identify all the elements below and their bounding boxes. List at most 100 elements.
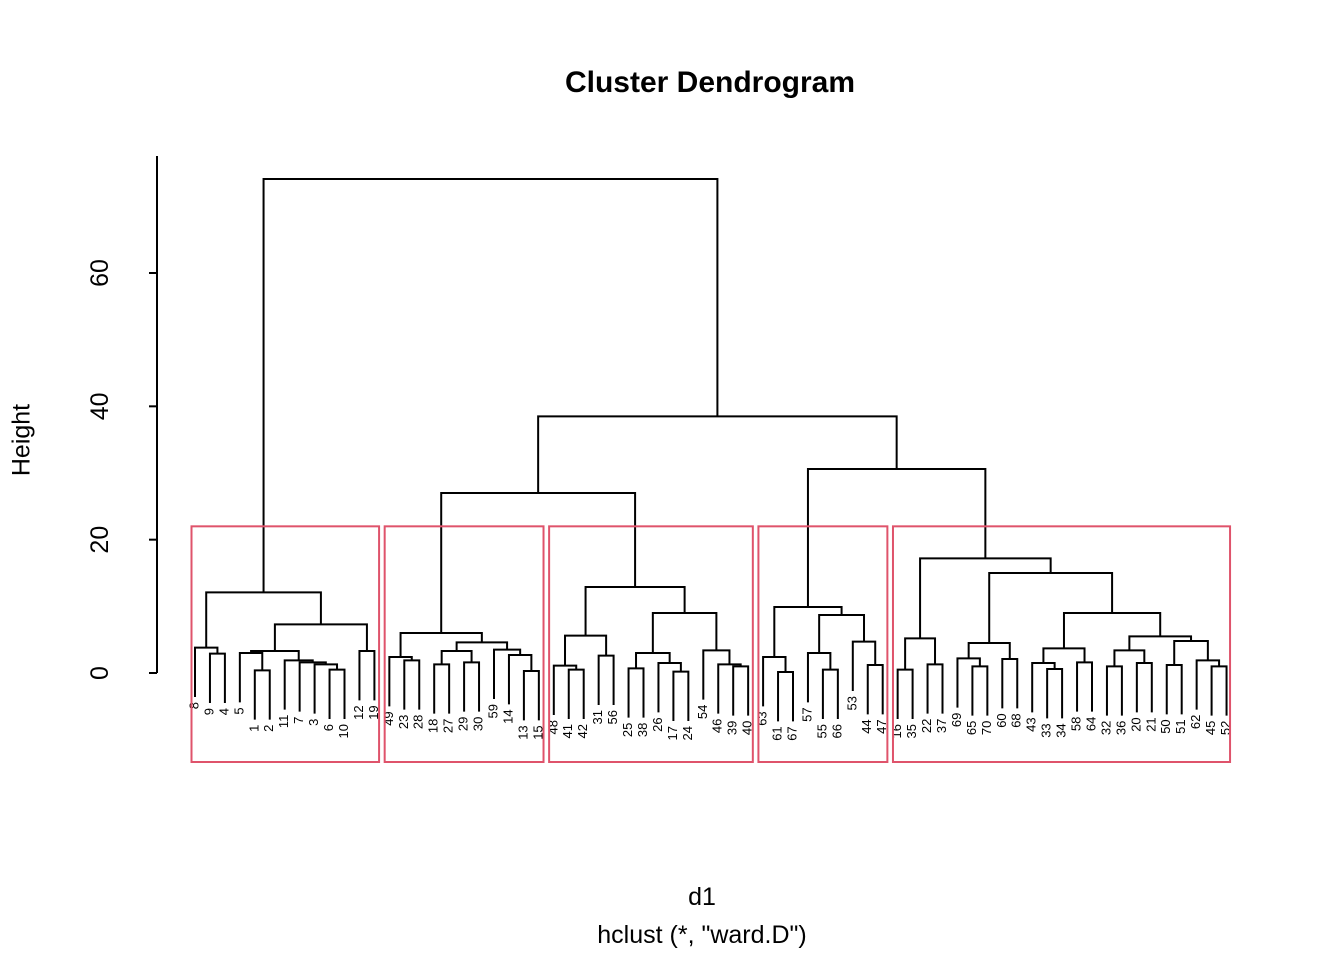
leaf-label: 44 xyxy=(859,719,874,733)
y-axis: 0 20 40 60 xyxy=(86,156,158,680)
leaf-label: 45 xyxy=(1203,721,1218,735)
branch xyxy=(896,668,914,719)
leaf-label: 8 xyxy=(187,702,202,709)
cluster-rect xyxy=(383,525,545,763)
leaf-label: 29 xyxy=(456,717,471,731)
leaf-label: 3 xyxy=(306,719,321,726)
leaf-label: 24 xyxy=(680,726,695,740)
branch xyxy=(702,649,731,700)
x-axis-caption-method: hclust (*, "ward.D") xyxy=(597,921,807,949)
branch xyxy=(194,646,219,697)
branch xyxy=(635,652,671,669)
branch xyxy=(919,557,1052,639)
leaf-label: 23 xyxy=(396,715,411,729)
leaf-label: 1 xyxy=(246,725,261,732)
branch xyxy=(399,632,483,657)
branch xyxy=(597,654,615,705)
cluster-rect xyxy=(548,525,754,763)
leaf-label: 18 xyxy=(426,719,441,733)
branch xyxy=(440,650,473,665)
leaf-label: 69 xyxy=(949,713,964,727)
branch xyxy=(851,640,877,691)
leaf-label: 6 xyxy=(321,724,336,731)
leaf-label: 33 xyxy=(1039,723,1054,737)
leaf-label: 13 xyxy=(515,725,530,739)
leaf-label: 65 xyxy=(964,721,979,735)
dendrogram-branches xyxy=(194,177,1228,722)
leaf-label: 2 xyxy=(261,725,276,732)
branch xyxy=(717,663,742,714)
leaf-label: 11 xyxy=(276,715,291,729)
branch xyxy=(1105,665,1123,716)
branch xyxy=(1135,662,1153,713)
branch xyxy=(262,177,719,593)
leaf-label: 25 xyxy=(620,723,635,737)
leaf-label: 12 xyxy=(351,705,366,719)
leaf-label: 48 xyxy=(545,720,560,734)
leaf-label: 28 xyxy=(411,715,426,729)
plot-title: Cluster Dendrogram xyxy=(564,66,856,99)
leaf-label: 60 xyxy=(994,713,1009,727)
branch xyxy=(866,664,884,715)
leaf-label: 38 xyxy=(635,723,650,737)
x-axis-caption-dataset: d1 xyxy=(688,883,716,911)
cluster-rects xyxy=(190,525,1232,763)
leaf-label: 14 xyxy=(500,709,515,723)
branch xyxy=(463,661,481,712)
leaf-label: 61 xyxy=(770,726,785,740)
branch xyxy=(1042,647,1086,663)
branch xyxy=(328,668,346,719)
branch xyxy=(522,670,540,721)
branch xyxy=(672,670,690,721)
branch xyxy=(433,663,451,714)
branch xyxy=(732,665,750,716)
branch xyxy=(773,606,843,657)
leaf-label: 40 xyxy=(740,721,755,735)
leaf-label: 54 xyxy=(695,705,710,719)
leaf-label: 4 xyxy=(216,708,231,715)
branch xyxy=(253,669,271,720)
branch xyxy=(926,663,944,714)
cluster-rect xyxy=(757,525,889,763)
leaf-label: 43 xyxy=(1024,717,1039,731)
leaf-label: 47 xyxy=(874,719,889,733)
branch xyxy=(762,656,787,707)
leaf-label: 59 xyxy=(486,704,501,718)
branch xyxy=(806,652,832,703)
branch xyxy=(205,591,322,648)
y-axis-tick-label: 0 xyxy=(86,666,114,680)
branch xyxy=(567,668,585,719)
branch xyxy=(273,623,368,651)
branch xyxy=(627,667,645,718)
branch xyxy=(388,656,413,707)
branch xyxy=(818,614,866,653)
leaf-label: 7 xyxy=(291,717,306,724)
branch xyxy=(358,650,376,701)
leaf-label: 21 xyxy=(1143,717,1158,731)
leaf-label: 36 xyxy=(1113,721,1128,735)
branch xyxy=(971,665,989,716)
branch xyxy=(657,662,682,713)
leaf-label: 49 xyxy=(381,711,396,725)
leaf-label: 39 xyxy=(725,721,740,735)
leaf-label: 37 xyxy=(934,719,949,733)
leaf-label: 62 xyxy=(1188,715,1203,729)
leaf-label: 56 xyxy=(605,710,620,724)
branch xyxy=(988,572,1114,643)
branch xyxy=(564,634,608,666)
branch xyxy=(651,612,718,653)
leaf-label: 16 xyxy=(889,724,904,738)
leaf-label: 32 xyxy=(1098,721,1113,735)
branch xyxy=(1210,665,1228,716)
leaf-label: 22 xyxy=(919,719,934,733)
branch xyxy=(806,467,987,607)
leaf-label: 50 xyxy=(1158,719,1173,733)
branch xyxy=(403,659,421,710)
leaf-label: 66 xyxy=(829,724,844,738)
leaf-label: 57 xyxy=(799,707,814,721)
branch xyxy=(208,652,226,703)
branch xyxy=(238,652,264,703)
branch xyxy=(777,671,794,722)
branch xyxy=(1076,661,1093,712)
